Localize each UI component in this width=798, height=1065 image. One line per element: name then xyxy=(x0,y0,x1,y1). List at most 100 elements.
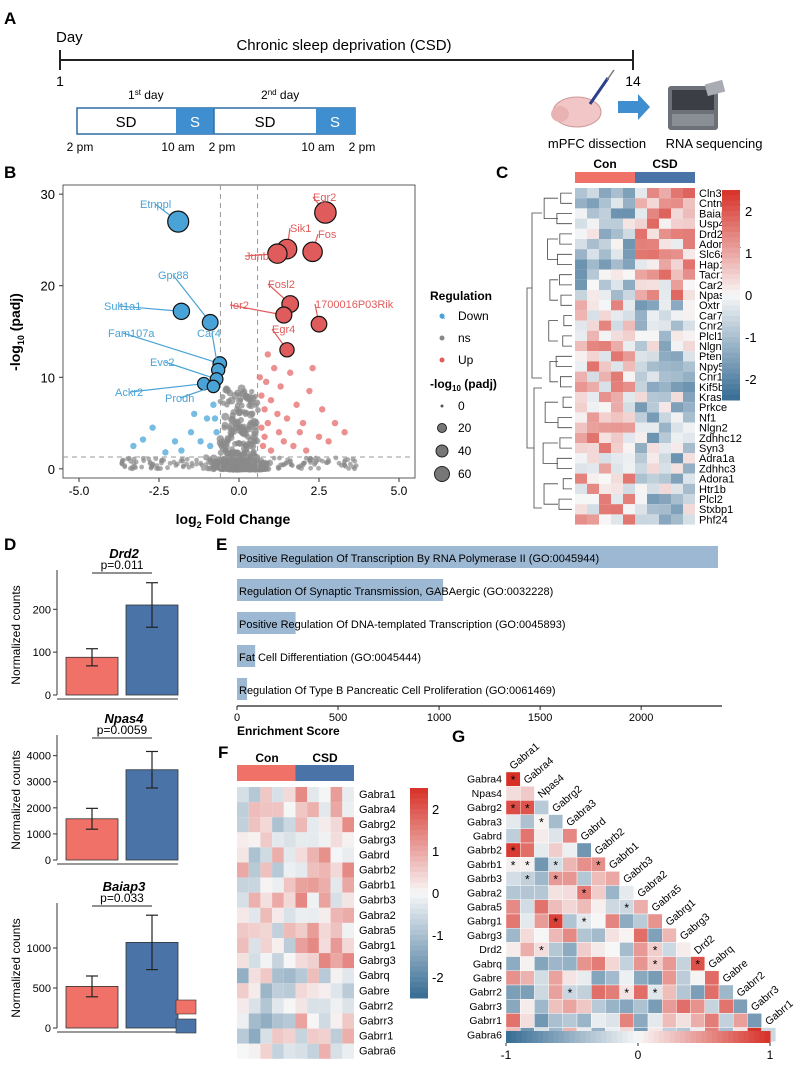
heat-cell xyxy=(587,494,599,505)
ns-point xyxy=(316,457,322,463)
row-label: Prkce xyxy=(699,402,727,414)
heat-cell xyxy=(647,228,659,239)
heat-cell xyxy=(635,453,647,464)
corr-cell xyxy=(520,956,535,971)
heat-cell xyxy=(671,402,683,413)
heat-cell xyxy=(283,968,296,984)
heat-cell xyxy=(272,922,284,938)
colorbar-segment xyxy=(569,1031,576,1043)
ns-point xyxy=(229,461,235,467)
corr-cell xyxy=(562,1013,578,1028)
heat-cell xyxy=(342,983,354,999)
heat-cell xyxy=(623,269,635,280)
row-label: Gabra5 xyxy=(467,901,502,913)
dendrogram-branch xyxy=(533,387,542,509)
heat-cell xyxy=(272,998,284,1014)
heat-cell xyxy=(623,473,635,484)
y-tick-label: 1000 xyxy=(27,829,51,841)
corr-cell xyxy=(505,885,521,900)
heat-cell xyxy=(671,188,683,199)
panel-e: E Positive Regulation Of Transcription B… xyxy=(216,535,722,738)
sleep-block-2 xyxy=(316,108,355,134)
heat-cell xyxy=(683,259,695,270)
corr-cell xyxy=(633,999,649,1014)
corr-cell xyxy=(718,999,734,1014)
corr-cell xyxy=(733,1013,748,1028)
heat-cell xyxy=(671,269,683,280)
heat-cell xyxy=(611,412,623,423)
heat-cell xyxy=(647,290,659,301)
y-tick-label: 200 xyxy=(33,604,51,616)
ns-point xyxy=(253,465,260,472)
heat-cell xyxy=(683,239,695,250)
dendrogram-branch xyxy=(560,376,572,388)
heat-cell xyxy=(611,320,623,331)
arrow-icon xyxy=(618,94,650,120)
down-point xyxy=(171,438,179,445)
corr-cell xyxy=(591,984,606,1000)
heat-cell xyxy=(295,832,308,848)
corr-cell xyxy=(576,899,592,915)
x-tick-label: 0.0 xyxy=(231,484,248,498)
heat-cell xyxy=(683,514,695,525)
ns-point xyxy=(324,460,330,466)
corr-cell xyxy=(591,913,606,929)
gene-label: Prodh xyxy=(165,393,194,405)
ns-point xyxy=(336,460,342,466)
heat-cell xyxy=(683,351,695,362)
heat-cell xyxy=(587,351,599,362)
corr-cell xyxy=(548,1013,563,1028)
corr-cell xyxy=(520,1013,535,1028)
colorbar-segment xyxy=(722,310,740,317)
heat-cell xyxy=(659,259,671,270)
colorbar-segment xyxy=(722,337,740,343)
labeled-gene-point xyxy=(267,243,288,264)
up-point xyxy=(303,447,310,454)
heat-cell xyxy=(647,494,659,505)
heat-cell xyxy=(248,968,261,984)
heat-cell xyxy=(611,300,623,311)
corr-cell xyxy=(520,942,535,957)
heat-cell xyxy=(248,938,261,954)
heat-cell xyxy=(647,443,659,454)
corr-cell xyxy=(548,885,563,900)
dendrogram-branch xyxy=(556,213,572,225)
corr-cell xyxy=(534,928,549,943)
ns-point xyxy=(217,449,224,456)
heat-cell xyxy=(635,392,647,403)
colorbar-segment xyxy=(595,1031,602,1043)
corr-cell xyxy=(534,970,549,986)
heat-cell xyxy=(237,1043,249,1059)
row-label: Stxbp1 xyxy=(699,504,733,516)
legend-swatch-csd xyxy=(175,1018,197,1034)
significance-star: * xyxy=(511,844,516,858)
panel-b: B -5.0 -2.5 0.0 2.5 5.0 0 10 20 30 Egr2 Fos Sik1 Jun… xyxy=(4,163,497,530)
heat-cell xyxy=(635,371,647,382)
ns-point xyxy=(139,464,145,470)
heat-cell xyxy=(635,381,647,392)
colorbar-segment xyxy=(722,373,740,380)
corr-cell xyxy=(662,956,677,971)
heat-cell xyxy=(647,188,659,199)
row-label: Adora1 xyxy=(699,474,734,486)
heat-cell xyxy=(295,1028,308,1044)
heat-cell xyxy=(283,907,296,923)
time-5: 2 pm xyxy=(349,140,376,154)
ns-point xyxy=(122,463,128,469)
colorbar-segment xyxy=(638,1031,644,1043)
y-tick-label: 3000 xyxy=(27,777,51,789)
heat-cell xyxy=(587,290,599,301)
volcano-y-axis-label: -log10 (padj) xyxy=(7,293,26,371)
colorbar-segment xyxy=(722,326,740,333)
heat-cell xyxy=(599,320,611,331)
colorbar-segment xyxy=(722,200,740,207)
heat-cell xyxy=(647,330,659,341)
heat-cell xyxy=(683,453,695,464)
heat-cell xyxy=(623,330,635,341)
row-label: Gabrg1 xyxy=(359,940,396,952)
heat-cell xyxy=(248,877,261,893)
heat-cell xyxy=(623,494,635,505)
heat-cell xyxy=(635,198,647,209)
colorbar-segment xyxy=(410,835,428,841)
